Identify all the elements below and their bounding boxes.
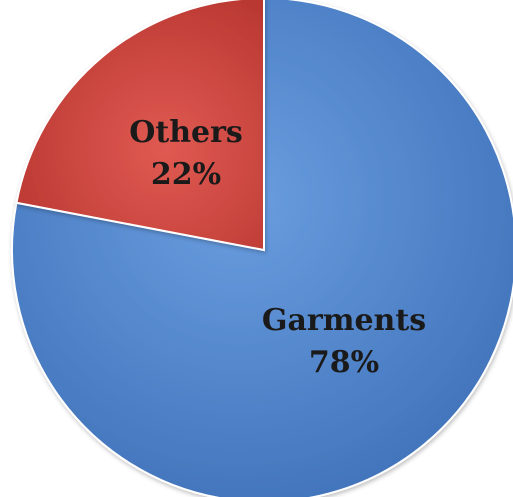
pie-labels: Garments 78% Others 22% bbox=[129, 115, 426, 380]
slice-label-garments: Garments bbox=[262, 303, 426, 338]
slice-value-others: 22% bbox=[151, 157, 221, 192]
slice-value-garments: 78% bbox=[309, 345, 379, 380]
slice-label-others: Others bbox=[129, 115, 243, 150]
pie-slice-others bbox=[15, 0, 265, 252]
pie-slices bbox=[11, 0, 513, 497]
pie-slice-garments bbox=[11, 0, 513, 497]
